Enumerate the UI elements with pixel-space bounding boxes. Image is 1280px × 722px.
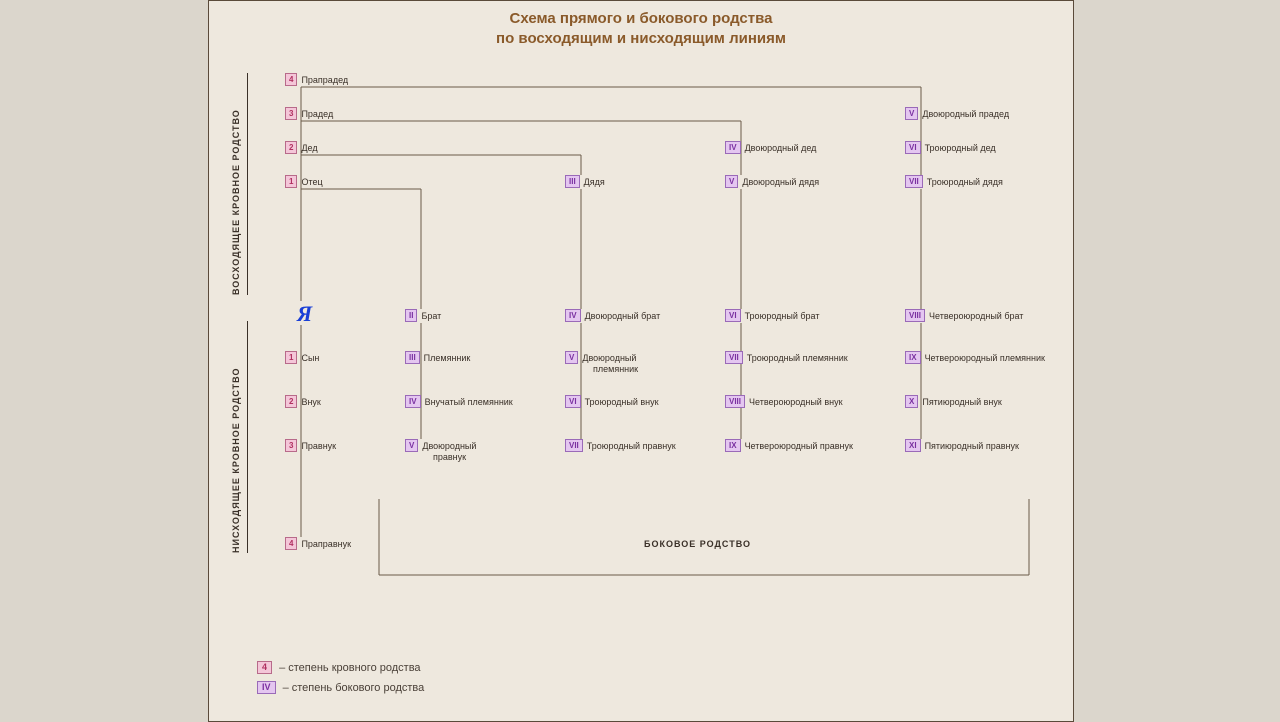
kinship-node: VIIТроюродный племянник [725, 351, 848, 364]
kinship-node: VIТроюродный брат [725, 309, 819, 322]
diagram-title: Схема прямого и бокового родства по восх… [209, 1, 1073, 50]
kinship-node: VIIТроюродный правнук [565, 439, 676, 452]
kinship-node: 2Внук [285, 395, 321, 408]
kinship-node: VIТроюродный внук [565, 395, 659, 408]
kinship-node: IVДвоюродный дед [725, 141, 816, 154]
kinship-node: VIIТроюродный дядя [905, 175, 1003, 188]
kinship-node: 4Праправнук [285, 537, 351, 550]
kinship-node: IXЧетвероюродный племянник [905, 351, 1045, 364]
kinship-node: VIIIЧетвероюродный внук [725, 395, 843, 408]
kinship-node: IVВнучатый племянник [405, 395, 513, 408]
kinship-node: 2Дед [285, 141, 318, 154]
kinship-node: 1Сын [285, 351, 319, 364]
descending-axis-line [247, 321, 248, 553]
kinship-node: VДвоюродныйправнук [405, 439, 476, 462]
ascending-axis-label: ВОСХОДЯЩЕЕ КРОВНОЕ РОДСТВО [231, 73, 241, 295]
tree-lines [209, 55, 1073, 601]
ego-node: Я [297, 301, 312, 327]
kinship-node: 3Прадед [285, 107, 333, 120]
kinship-node: 3Правнук [285, 439, 336, 452]
diagram-panel: Схема прямого и бокового родства по восх… [208, 0, 1074, 722]
kinship-node: VДвоюродныйплемянник [565, 351, 638, 374]
legend-side-degree: IV – степень бокового родства [257, 681, 424, 694]
kinship-node: XIПятиюродный правнук [905, 439, 1019, 452]
kinship-node: IXЧетвероюродный правнук [725, 439, 853, 452]
legend-blood-degree: 4 – степень кровного родства [257, 661, 421, 674]
kinship-node: VДвоюродный прадед [905, 107, 1009, 120]
descending-axis-label: НИСХОДЯЩЕЕ КРОВНОЕ РОДСТВО [231, 321, 241, 553]
kinship-node: 4Прапрадед [285, 73, 348, 86]
kinship-node: VIIIЧетвероюродный брат [905, 309, 1023, 322]
title-line2: по восходящим и нисходящим линиям [209, 29, 1073, 49]
ascending-axis-line [247, 73, 248, 295]
kinship-node: IIIПлемянник [405, 351, 470, 364]
chart-area: 4Прапрадед 3Прадед 2Дед 1Отец IIIДядя IVДвоюр… [209, 55, 1073, 601]
kinship-node: IIIДядя [565, 175, 605, 188]
side-kinship-label: БОКОВОЕ РОДСТВО [644, 539, 751, 549]
kinship-node: VДвоюродный дядя [725, 175, 819, 188]
title-line1: Схема прямого и бокового родства [209, 9, 1073, 29]
kinship-node: VIТроюродный дед [905, 141, 996, 154]
kinship-node: IVДвоюродный брат [565, 309, 660, 322]
kinship-node: XПятиюродный внук [905, 395, 1002, 408]
kinship-node: 1Отец [285, 175, 323, 188]
kinship-node: IIБрат [405, 309, 441, 322]
